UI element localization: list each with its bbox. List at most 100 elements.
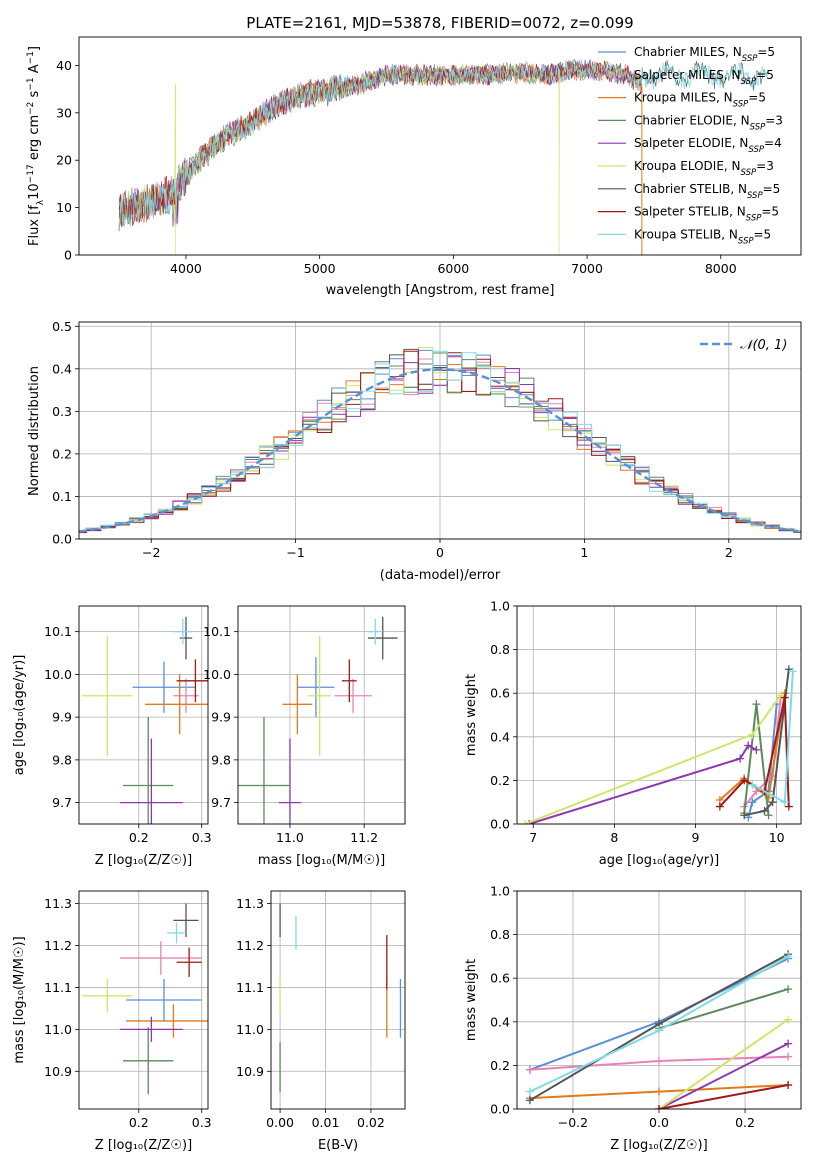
x-tick-label: 8 [610,830,618,845]
errorbar-salpeter-miles [173,678,199,713]
errorbar-chabrier-miles [126,979,202,1021]
histogram-kroupa-stelib [79,350,801,533]
x-tick-label: 11.0 [276,830,304,845]
y-tick-label: 11.2 [44,938,72,953]
errorbar-salpeter-stelib [341,659,357,703]
x-tick-label: −0.2 [558,1115,588,1130]
x-tick-label: 1 [580,545,588,560]
plot-area [82,616,208,824]
errorbar-kroupa-stelib [173,618,193,645]
weight-marker [752,745,761,754]
weight-marker [780,798,789,807]
x-tick-label: 0.0 [649,1115,669,1130]
x-axis-label: Z [log₁₀(Z/Z☉)] [95,1138,192,1153]
y-tick-label: 30 [56,105,72,120]
weight-marker [525,1087,534,1096]
y-axis-label: age [log₁₀(age/yr)] [12,655,27,776]
x-tick-label: −1 [286,545,304,560]
weight-marker [744,741,753,750]
axes-mass_vs_ebv: 0.00 0.01 0.02 10.9 11.0 11.1 11.2 11.3 [236,890,406,1130]
errorbar-kroupa-miles [126,1004,208,1038]
y-axis-label: Flux [fλ10−17 erg cm−2 s−1 A−1] [26,46,46,246]
y-tick-label: 10.9 [236,1064,264,1079]
weight-marker [740,776,749,785]
weight-marker [760,806,769,815]
x-axis-label: Z [log₁₀(Z/Z☉)] [95,853,192,868]
axes-frame [78,890,209,1110]
y-tick-label: 0 [64,248,72,263]
y-tick-label: 0.2 [52,446,72,461]
y-tick-label: 10.0 [203,667,231,682]
spectrum-line-salpeter-miles [118,60,642,226]
y-tick-label: 1.0 [490,599,510,614]
weight-marker [525,1096,534,1105]
spectrum-line-chabrier-elodie [118,60,642,230]
x-axis-label: mass [log₁₀(M/M☉)] [258,853,385,868]
legend-entry: Kroupa MILES, NSSP=5 [634,91,766,110]
weight-line-chabrier-miles [747,704,778,818]
y-tick-label: 0.8 [490,927,510,942]
y-axis-label: Normed distribution [27,366,42,496]
errorbar-kroupa-elodie [82,979,133,1013]
errorbar-salpeter-miles [334,678,372,713]
weight-marker [748,780,757,789]
y-tick-label: 1.0 [490,884,510,899]
y-tick-label: 9.7 [52,795,72,810]
x-tick-label: 7000 [571,261,603,276]
weight-marker [521,820,530,824]
chart-title: PLATE=2161, MJD=53878, FIBERID=0072, z=0… [246,14,633,32]
spectrum-line-salpeter-elodie [118,59,642,228]
y-tick-label: 0.0 [490,817,510,832]
weight-line-chabrier-elodie [658,988,789,1030]
x-tick-label: 0.02 [357,1115,385,1130]
plot-area [238,616,398,824]
x-tick-label: 0 [436,545,444,560]
y-tick-label: 11.0 [44,1022,72,1037]
weight-marker [776,691,785,700]
plot-area [279,903,402,1093]
weight-marker [784,985,793,994]
y-tick-label: 0.6 [490,971,510,986]
legend-entry: Salpeter ELODIE, NSSP=4 [634,136,782,155]
y-tick-label: 0.2 [490,1058,510,1073]
legend-entry: Chabrier STELIB, NSSP=5 [634,182,780,201]
plot-area [79,347,801,534]
y-tick-label: 0.4 [490,729,510,744]
x-axis-label: (data-model)/error [380,568,501,583]
axes-residuals: −2 −1 0 1 2 0.0 0.1 0.2 0.3 0.4 0.5 [52,319,802,560]
weight-marker [655,1057,663,1066]
y-tick-label: 10.9 [44,1064,72,1079]
y-tick-label: 20 [56,153,72,168]
normal-curve [79,368,801,533]
y-tick-label: 40 [56,58,72,73]
x-tick-label: 0.2 [129,830,149,845]
x-tick-label: 7 [529,830,537,845]
legend-entry: Chabrier ELODIE, NSSP=3 [634,113,783,132]
x-tick-label: 0.3 [192,830,212,845]
weight-marker [748,730,757,739]
errorbar-chabrier-elodie [123,717,174,824]
weight-line-salpeter-elodie [528,744,757,824]
weight-marker [784,1081,793,1090]
weight-marker [655,1026,663,1035]
weight-marker [655,1105,663,1109]
y-tick-label: 0.8 [490,642,510,657]
errorbar-salpeter-elodie [278,738,302,824]
axes-frame [237,605,406,825]
axes-frame [78,321,802,540]
x-axis-label: wavelength [Angstrom, rest frame] [326,283,555,298]
errorbar-kroupa-elodie [82,635,133,756]
legend-entry: 𝒩(0, 1) [740,338,787,353]
legend-entry: Kroupa STELIB, NSSP=5 [634,227,771,246]
y-tick-label: 9.8 [211,752,231,767]
errorbar-kroupa-stelib [167,922,186,944]
errorbar-kroupa-miles [145,674,208,735]
y-tick-label: 0.6 [490,686,510,701]
y-tick-label: 10.1 [44,624,72,639]
axes-mass_vs_Z: 0.2 0.3 10.9 11.0 11.1 11.2 11.3 [44,890,212,1130]
errorbar-salpeter-stelib [176,947,202,977]
y-tick-label: 11.1 [44,980,72,995]
y-tick-label: 11.2 [236,938,264,953]
y-tick-label: 9.8 [52,752,72,767]
errorbar-chabrier-elodie [123,1027,174,1095]
